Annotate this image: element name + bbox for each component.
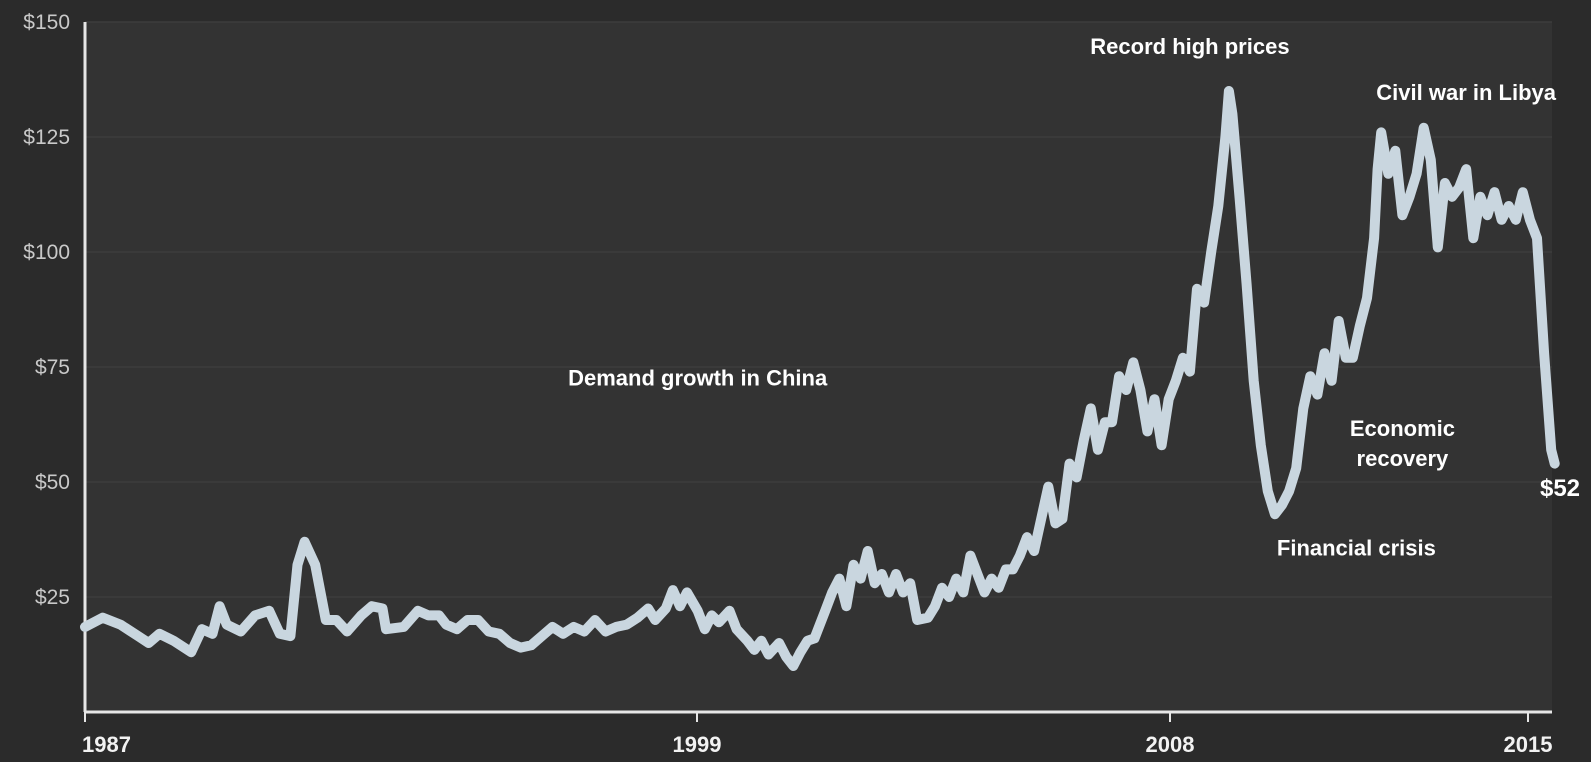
- x-tick-label: 1999: [673, 732, 722, 757]
- grid-lines: [85, 21, 1552, 598]
- x-tick-label: 2015: [1504, 732, 1553, 757]
- price-series-line: [80, 86, 1560, 671]
- annotation-label: Civil war in Libya: [1376, 80, 1556, 105]
- annotation-label: Economic: [1350, 416, 1455, 441]
- y-tick-label: $50: [35, 471, 70, 494]
- end-value-label: $52: [1540, 475, 1580, 502]
- annotation-label: recovery: [1357, 446, 1450, 471]
- annotation-label: Record high prices: [1090, 34, 1289, 59]
- y-tick-label: $150: [23, 11, 70, 34]
- y-axis-ticks: $25 $50 $75 $100 $125 $150: [23, 11, 70, 609]
- y-tick-label: $125: [23, 126, 70, 149]
- annotation-label: Financial crisis: [1277, 536, 1436, 561]
- y-tick-label: $75: [35, 356, 70, 379]
- x-tick-label: 1987: [82, 732, 131, 757]
- y-tick-label: $100: [23, 241, 70, 264]
- annotations: Record high prices Civil war in Libya Dema…: [568, 34, 1557, 560]
- y-tick-label: $25: [35, 586, 70, 609]
- x-tick-label: 2008: [1146, 732, 1195, 757]
- annotation-label: Demand growth in China: [568, 365, 828, 390]
- x-axis-ticks: 1987 1999 2008 2015: [82, 712, 1552, 757]
